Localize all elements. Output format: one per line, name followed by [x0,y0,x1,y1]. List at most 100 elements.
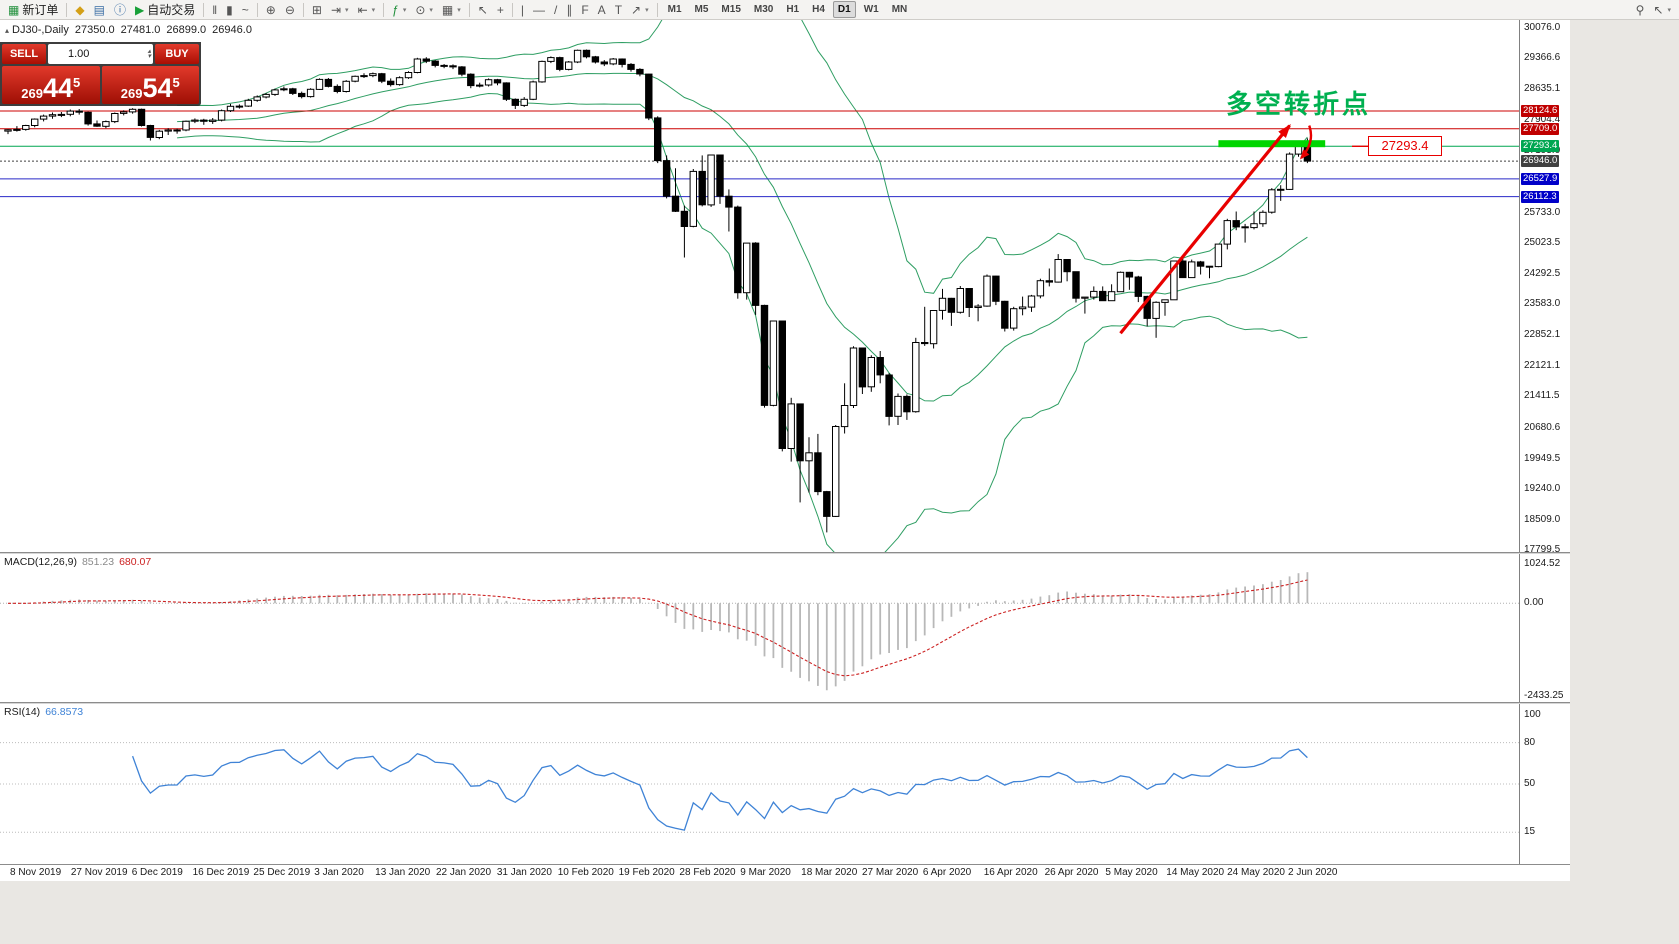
timeframe-button-d1[interactable]: D1 [832,1,856,18]
trendline-icon[interactable]: / [550,1,561,19]
timeframe-button-m30[interactable]: M30 [753,4,774,15]
dropdown-caret-icon[interactable]: ▾ [429,6,433,14]
pointer-icon-glyph: ↖ [1653,2,1664,17]
timeframe-button-h4[interactable]: H4 [812,4,825,15]
vertical-line-icon[interactable]: | [517,1,528,19]
dropdown-caret-icon[interactable]: ▾ [1667,6,1671,14]
terminal-icon[interactable]: ⓘ [110,1,130,19]
macd-axis-label: -2433.25 [1524,689,1564,701]
crosshair-icon[interactable]: + [493,1,508,19]
periods-icon[interactable]: ⊙ ▾ [411,1,437,19]
date-axis-label: 19 Feb 2020 [618,867,675,878]
new-order-button[interactable]: ▦ 新订单 [4,1,62,19]
indicators-icon[interactable]: ƒ ▾ [388,1,410,19]
toolbar-separator [468,2,470,17]
timeframe-button-mn[interactable]: MN [891,4,908,15]
zoom-in-icon-glyph: ⊕ [265,2,276,17]
zoom-in-icon[interactable]: ⊕ [262,1,280,19]
chart-shift-icon[interactable]: ⇤ ▾ [354,1,380,19]
dropdown-caret-icon[interactable]: ▾ [371,6,376,14]
templates-icon[interactable]: ▦ ▾ [438,1,465,19]
bar-chart-icon[interactable]: ‖ [208,1,221,19]
macd-axis-label: 0.00 [1524,597,1544,609]
channel-icon[interactable]: ∥ [562,1,576,19]
panel-separator[interactable] [0,702,1570,704]
sell-price-prefix: 269 [21,86,43,101]
auto-scroll-icon[interactable]: ⇥ ▾ [327,1,353,19]
rsi-axis[interactable]: 100 80 50 15 [1519,704,1570,864]
macd-name: MACD(12,26,9) [4,556,77,568]
date-axis-label: 10 Feb 2020 [557,867,614,878]
rsi-panel[interactable]: RSI(14) 66.8573 100 80 50 15 [0,704,1570,864]
buy-price-display[interactable]: 269 54 5 [101,66,199,104]
main-chart-plot[interactable] [0,20,1519,552]
sell-button[interactable]: SELL [2,44,46,64]
line-chart-icon[interactable]: ~ [238,1,253,19]
date-axis-label: 27 Nov 2019 [70,867,128,878]
price-axis-label: 28635.1 [1524,83,1561,95]
dropdown-caret-icon[interactable]: ▾ [345,6,349,14]
highlight-green-bar [1218,140,1326,148]
macd-panel[interactable]: MACD(12,26,9) 851.23 680.07 1024.52 0.00 -24… [0,554,1570,702]
dropdown-caret-icon[interactable]: ▾ [645,6,649,14]
text-label-icon-glyph: T [614,2,623,17]
text-icon[interactable]: A [594,1,610,19]
crosshair-icon-glyph: + [496,2,504,17]
panel-separator[interactable] [0,552,1570,554]
annotation-price-callout[interactable]: 27293.4 [1368,136,1442,156]
volume-up-icon[interactable]: ▴ [147,48,151,55]
timeframe-button-h1[interactable]: H1 [786,4,800,15]
main-chart-panel[interactable]: ▴ DJ30-,Daily 27350.0 27481.0 26899.0 26946.0… [0,20,1570,552]
toolbar-separator [656,2,658,17]
trend-arrow [1119,124,1291,335]
price-axis-label: 20680.6 [1524,421,1561,433]
dropdown-caret-icon[interactable]: ▾ [457,6,461,14]
macd-axis[interactable]: 1024.52 0.00 -2433.25 [1519,554,1570,702]
ohlc-close: 26946.0 [212,24,252,36]
cursor-icon-glyph: ↖ [477,2,488,17]
text-label-icon[interactable]: T [611,1,626,19]
zoom-out-icon-glyph: ⊖ [284,2,295,17]
timeframe-button-m5[interactable]: M5 [694,4,709,15]
timeframe-button-m15[interactable]: M15 [721,4,741,15]
rsi-name: RSI(14) [4,706,41,718]
buy-button[interactable]: BUY [155,44,199,64]
macd-axis-label: 1024.52 [1524,558,1561,570]
rsi-plot[interactable] [0,704,1519,864]
price-tag-28124.6: 28124.6 [1521,104,1560,117]
tile-windows-icon[interactable]: ⊞ [308,1,326,19]
zoom-out-icon[interactable]: ⊖ [281,1,299,19]
chart-window: ▴ DJ30-,Daily 27350.0 27481.0 26899.0 26946.0… [0,20,1570,881]
arrows-icon[interactable]: ↗ ▾ [627,1,653,19]
data-window-icon[interactable]: ▤ [90,1,109,19]
price-axis[interactable]: 30076.029366.628635.127904.427193.025733… [1519,20,1570,552]
timeframe-button-w1[interactable]: W1 [863,4,879,15]
cursor-icon[interactable]: ↖ [474,1,492,19]
rsi-axis-label: 50 [1524,778,1536,789]
arrows-icon-glyph: ↗ [631,2,642,17]
market-watch-icon[interactable]: ◆ [71,1,88,19]
price-axis-label: 22852.1 [1524,329,1561,341]
buy-price-frac: 5 [172,75,180,90]
horizontal-line-icon[interactable]: — [529,1,549,19]
date-axis[interactable]: 8 Nov 2019 27 Nov 2019 6 Dec 2019 16 Dec 20… [0,865,1570,881]
autotrading-glyph: ▶ [134,2,145,17]
macd-plot[interactable] [0,554,1519,702]
autotrading-button-label: 自动交易 [147,3,196,17]
fibonacci-icon[interactable]: F [577,1,592,19]
volume-down-icon[interactable]: ▾ [147,53,151,60]
date-axis-label: 27 Mar 2020 [861,867,919,878]
text-icon-glyph: A [597,2,606,17]
date-axis-label: 18 Mar 2020 [801,867,858,878]
autotrading-button[interactable]: ▶ 自动交易 [131,1,199,19]
search-icon[interactable]: ⚲ [1632,1,1649,19]
dropdown-caret-icon[interactable]: ▾ [402,6,407,14]
annotation-turning-point-text[interactable]: 多空转折点 [1226,89,1372,119]
timeframe-button-m1[interactable]: M1 [667,4,682,15]
sell-price-display[interactable]: 269 44 5 [2,66,100,104]
volume-input[interactable]: 1.00 ▴ ▾ [48,44,153,64]
candlestick-chart-icon[interactable]: ▮ [222,1,237,19]
pointer-icon[interactable]: ↖ ▾ [1649,1,1675,19]
buy-price-big: 54 [142,73,173,103]
rsi-axis-label: 15 [1524,826,1536,838]
